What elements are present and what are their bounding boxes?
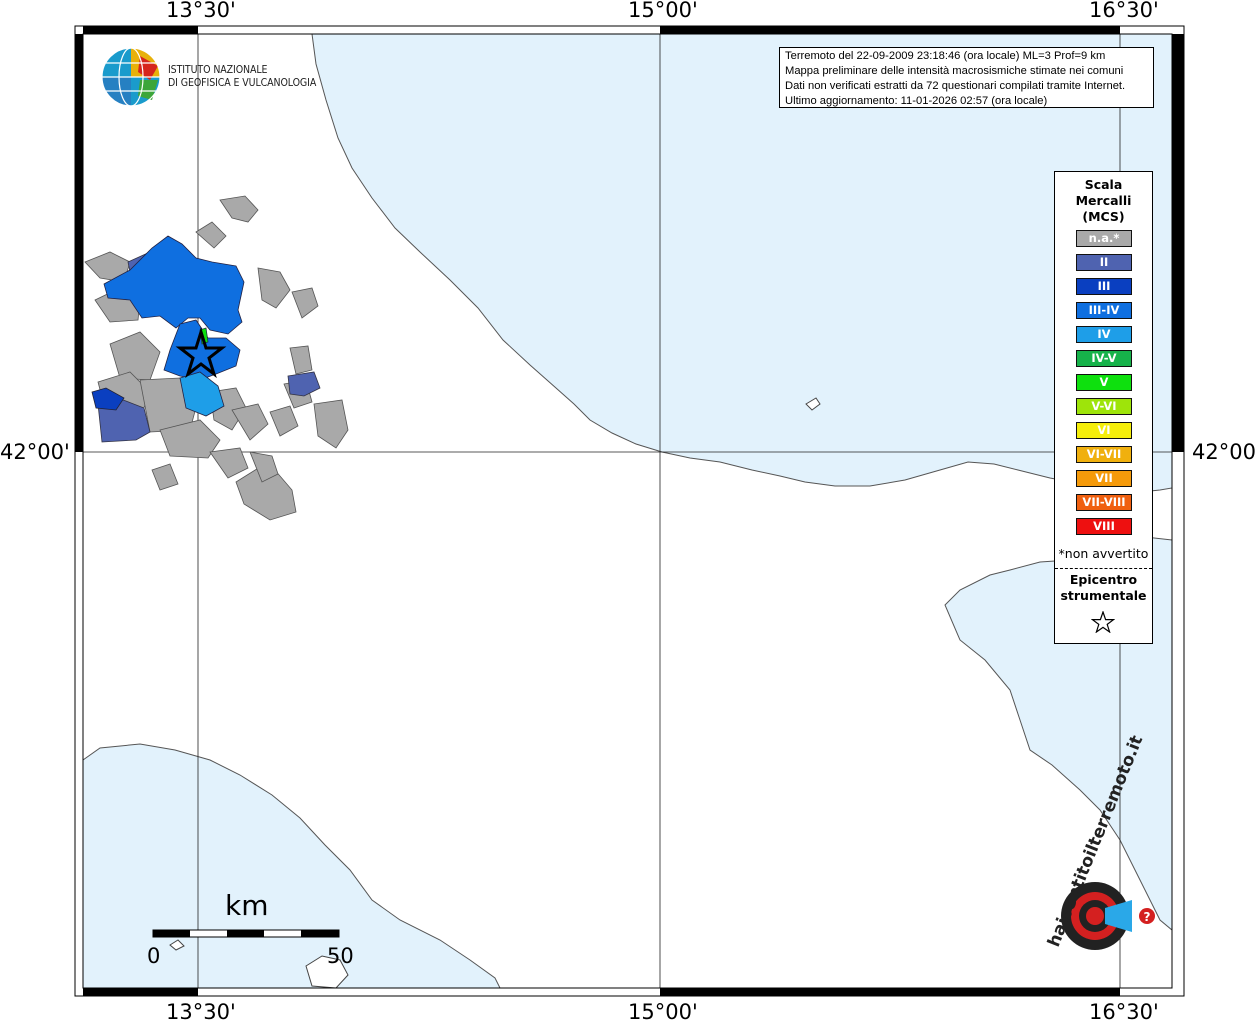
ingv-logo-label: ISTITUTO NAZIONALE DI GEOFISICA E VULCAN… — [168, 64, 316, 89]
legend-swatch: VIII — [1076, 518, 1132, 535]
epicenter-star-icon — [175, 326, 227, 379]
legend-swatch: VI — [1076, 422, 1132, 439]
legend-title: Scala Mercalli (MCS) — [1055, 177, 1152, 225]
legend-divider — [1055, 568, 1152, 569]
legend-swatch: V — [1076, 374, 1132, 391]
info-line-description: Mappa preliminare delle intensità macros… — [785, 65, 1124, 77]
municipalities-mcs-III-IV — [103, 235, 245, 381]
legend-swatch: IV — [1076, 326, 1132, 343]
lon-label-bottom-1630: 16°30' — [1089, 1000, 1159, 1024]
scale-bar — [152, 929, 340, 938]
event-info-box: Terremoto del 22-09-2009 23:18:46 (ora l… — [779, 47, 1154, 108]
lon-label-top-1630: 16°30' — [1089, 0, 1159, 22]
legend-epicenter-label: Epicentro strumentale — [1055, 572, 1152, 604]
lon-label-top-1500: 15°00' — [628, 0, 698, 22]
mcs-legend: Scala Mercalli (MCS) n.a.* II III III-IV IV I… — [1054, 171, 1153, 644]
legend-title-line1: Scala — [1084, 177, 1123, 192]
haisentito-logo-icon: ? — [1061, 882, 1155, 950]
info-line-event: Terremoto del 22-09-2009 23:18:46 (ora l… — [785, 50, 1106, 62]
tyrrhenian-sea — [82, 743, 501, 989]
legend-swatch: n.a.* — [1076, 230, 1132, 247]
info-line-source: Dati non verificati estratti da 72 quest… — [785, 80, 1126, 92]
legend-epicenter-line1: Epicentro — [1069, 572, 1138, 587]
scalebar-min-label: 0 — [147, 944, 161, 968]
legend-star-icon — [1091, 611, 1115, 633]
legend-swatch: VI-VII — [1076, 446, 1132, 463]
municipalities-mcs-III — [91, 387, 125, 411]
ingv-line2: DI GEOFISICA E VULCANOLOGIA — [168, 76, 317, 89]
island-ischia — [305, 955, 349, 989]
scalebar-max-label: 50 — [327, 944, 354, 968]
map-frame — [74, 25, 1185, 997]
legend-swatch: II — [1076, 254, 1132, 271]
lon-label-bottom-1500: 15°00' — [628, 1000, 698, 1024]
municipalities-mcs-IV — [179, 371, 225, 417]
ingv-logo-icon — [101, 47, 161, 107]
lat-label-left: 42°00' — [0, 440, 70, 464]
legend-swatch: III — [1076, 278, 1132, 295]
island-small — [169, 939, 185, 951]
legend-swatch: III-IV — [1076, 302, 1132, 319]
scalebar-unit: km — [225, 889, 269, 922]
legend-swatch: IV-V — [1076, 350, 1132, 367]
lon-label-top-1330: 13°30' — [166, 0, 236, 22]
lat-label-right: 42°00' — [1192, 440, 1256, 464]
lon-label-bottom-1330: 13°30' — [166, 1000, 236, 1024]
legend-swatch: V-VI — [1076, 398, 1132, 415]
legend-note: *non avvertito — [1058, 546, 1149, 561]
info-line-updated: Ultimo aggiornamento: 11-01-2026 02:57 (… — [785, 95, 1048, 107]
legend-title-line2: Mercalli — [1075, 193, 1132, 208]
tremiti-islands — [805, 397, 821, 411]
legend-swatch: VII — [1076, 470, 1132, 487]
legend-title-line3: (MCS) — [1082, 209, 1125, 224]
legend-epicenter-line2: strumentale — [1060, 588, 1147, 603]
ingv-line1: ISTITUTO NAZIONALE — [168, 64, 268, 76]
legend-swatch: VII-VIII — [1076, 494, 1132, 511]
svg-text:?: ? — [1144, 910, 1151, 924]
